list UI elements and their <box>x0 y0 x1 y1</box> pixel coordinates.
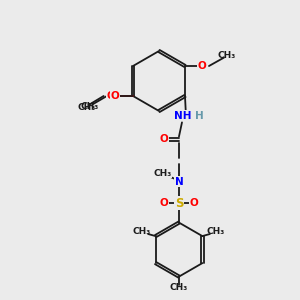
Text: CH₃: CH₃ <box>170 283 188 292</box>
Text: S: S <box>175 196 183 210</box>
Text: CH₃: CH₃ <box>153 169 172 178</box>
Text: O: O <box>160 198 168 208</box>
Text: O: O <box>160 134 168 145</box>
Text: N: N <box>175 176 183 187</box>
Text: CH₃: CH₃ <box>81 102 99 111</box>
Text: O: O <box>198 61 206 71</box>
Text: CH₃: CH₃ <box>207 227 225 236</box>
Text: O: O <box>106 91 115 101</box>
Text: O: O <box>111 91 119 101</box>
Text: CH₃: CH₃ <box>133 227 151 236</box>
Text: O: O <box>190 198 198 208</box>
Text: H: H <box>195 111 203 121</box>
Text: CH₃: CH₃ <box>218 51 236 60</box>
Text: NH: NH <box>174 111 191 121</box>
Text: CH₃: CH₃ <box>78 103 96 112</box>
